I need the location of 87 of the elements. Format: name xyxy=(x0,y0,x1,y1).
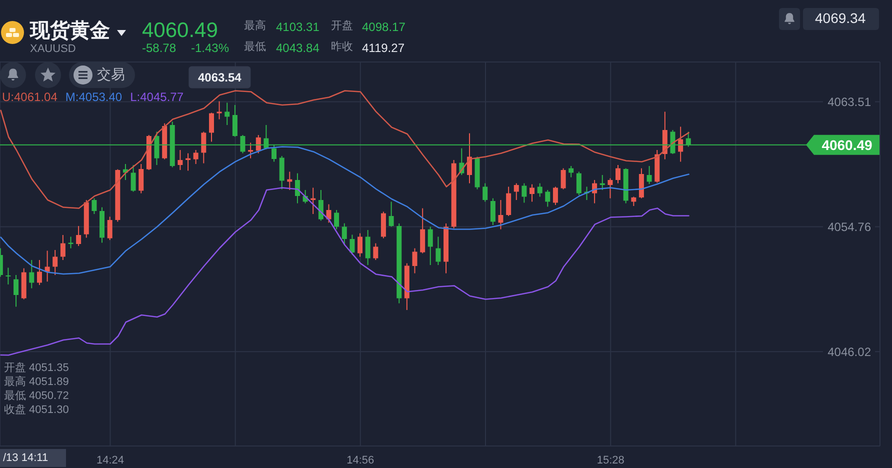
candlestick xyxy=(318,190,324,222)
text: -58.78 xyxy=(142,41,176,55)
candlestick xyxy=(373,242,378,260)
candlestick xyxy=(646,166,652,184)
candlestick xyxy=(560,168,566,190)
candlestick xyxy=(193,150,198,164)
candlestick xyxy=(380,211,386,239)
candlestick xyxy=(466,132,472,184)
candlestick xyxy=(498,200,504,230)
text: 昨收 xyxy=(331,41,353,53)
line-series xyxy=(0,90,690,209)
text: /13 14:11 xyxy=(3,452,48,464)
text: M:4053.40 xyxy=(65,90,122,104)
candlestick xyxy=(552,186,558,206)
text: -1.43% xyxy=(191,41,230,55)
candlestick xyxy=(36,260,42,286)
text: 开盘 xyxy=(331,20,353,32)
candlestick xyxy=(60,234,66,260)
x-tick-label: 15:28 xyxy=(596,454,624,466)
chart-title: 现货黄金 xyxy=(30,20,110,42)
text: 4069.34 xyxy=(815,10,866,26)
candlestick xyxy=(608,178,613,199)
candlestick xyxy=(420,208,426,254)
text: 4103.31 xyxy=(276,20,320,34)
ref-line-label: 4060.49 xyxy=(822,136,873,153)
candlestick xyxy=(490,198,496,226)
candlestick xyxy=(76,226,82,246)
candlestick xyxy=(358,232,363,258)
candlestick xyxy=(201,131,206,164)
candlestick xyxy=(342,222,347,246)
text: 最高 xyxy=(244,20,266,32)
x-tick-label: 14:24 xyxy=(96,454,124,466)
candlestick xyxy=(350,234,355,256)
candlestick xyxy=(294,172,300,204)
text: 4119.27 xyxy=(362,41,404,55)
y-tick-label: 4046.02 xyxy=(828,344,872,359)
candlestick xyxy=(68,236,74,249)
annotation: 收盘 4051.30 xyxy=(4,404,69,416)
candlestick xyxy=(107,216,112,240)
candlestick xyxy=(14,274,19,308)
candlestick xyxy=(208,112,214,142)
annotation: 开盘 4051.35 xyxy=(4,362,69,374)
text: 4060.49 xyxy=(142,19,218,42)
candlestick xyxy=(29,260,34,289)
candlestick xyxy=(530,184,535,202)
text: 4098.17 xyxy=(362,20,406,34)
candlestick xyxy=(412,248,418,274)
candlestick xyxy=(365,230,370,266)
candlestick xyxy=(138,164,144,194)
text: L:4045.77 xyxy=(130,90,184,104)
annotation: 最高 4051.89 xyxy=(4,376,69,388)
candlestick xyxy=(631,196,636,206)
candlestick xyxy=(224,102,230,126)
candlestick xyxy=(506,186,512,216)
candlestick xyxy=(537,182,542,198)
candlestick xyxy=(279,156,284,190)
candlestick xyxy=(232,104,238,138)
annotation: 4063.54 xyxy=(198,70,242,85)
candlestick xyxy=(638,168,644,199)
y-tick-label: 4063.51 xyxy=(828,94,872,109)
candlestick xyxy=(44,250,50,282)
candlestick xyxy=(334,210,340,230)
x-tick-label: 14:56 xyxy=(346,454,374,466)
candlestick xyxy=(388,201,394,228)
series-label: U:4061.04 xyxy=(2,90,58,104)
candlestick xyxy=(522,182,527,204)
candlestick xyxy=(6,267,11,285)
candlestick xyxy=(616,164,620,184)
candlestick xyxy=(514,182,519,200)
text: 最低 xyxy=(244,41,266,53)
candlestick xyxy=(545,190,550,208)
candlestick xyxy=(178,150,183,170)
candlestick xyxy=(52,250,58,276)
candlestick xyxy=(130,164,136,192)
candlestick xyxy=(428,226,433,266)
candlestick xyxy=(436,236,441,266)
chart-subtitle: XAUUSD xyxy=(30,43,76,55)
candlestick xyxy=(326,204,332,224)
annotation: 最低 4050.72 xyxy=(4,390,69,402)
text: 4043.84 xyxy=(276,41,320,55)
candlestick xyxy=(482,182,488,202)
candlestick xyxy=(568,166,574,178)
candlestick xyxy=(576,171,582,196)
candlestick xyxy=(216,100,222,120)
annotation: 交易 xyxy=(97,66,125,82)
candlestick xyxy=(92,198,97,214)
y-tick-label: 4054.76 xyxy=(828,220,872,234)
